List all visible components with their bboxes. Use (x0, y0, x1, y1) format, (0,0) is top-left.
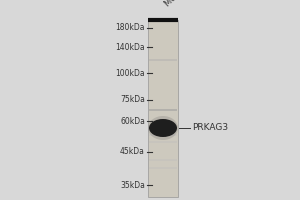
Bar (149, 59, 177, 61)
Text: 75kDa: 75kDa (120, 96, 145, 104)
Bar (148, 20, 178, 197)
Bar (149, 159, 177, 161)
Ellipse shape (149, 119, 177, 137)
Text: 100kDa: 100kDa (116, 68, 145, 77)
Bar (149, 141, 177, 143)
Text: 45kDa: 45kDa (120, 148, 145, 156)
Bar (149, 167, 177, 169)
Bar (149, 134, 177, 136)
Text: 180kDa: 180kDa (116, 23, 145, 32)
Text: Mouse brain: Mouse brain (163, 0, 206, 8)
Bar (149, 109, 177, 111)
Text: PRKAG3: PRKAG3 (192, 123, 228, 132)
Ellipse shape (148, 116, 178, 140)
Text: 60kDa: 60kDa (120, 116, 145, 126)
Text: 35kDa: 35kDa (120, 180, 145, 190)
Text: 140kDa: 140kDa (116, 43, 145, 51)
